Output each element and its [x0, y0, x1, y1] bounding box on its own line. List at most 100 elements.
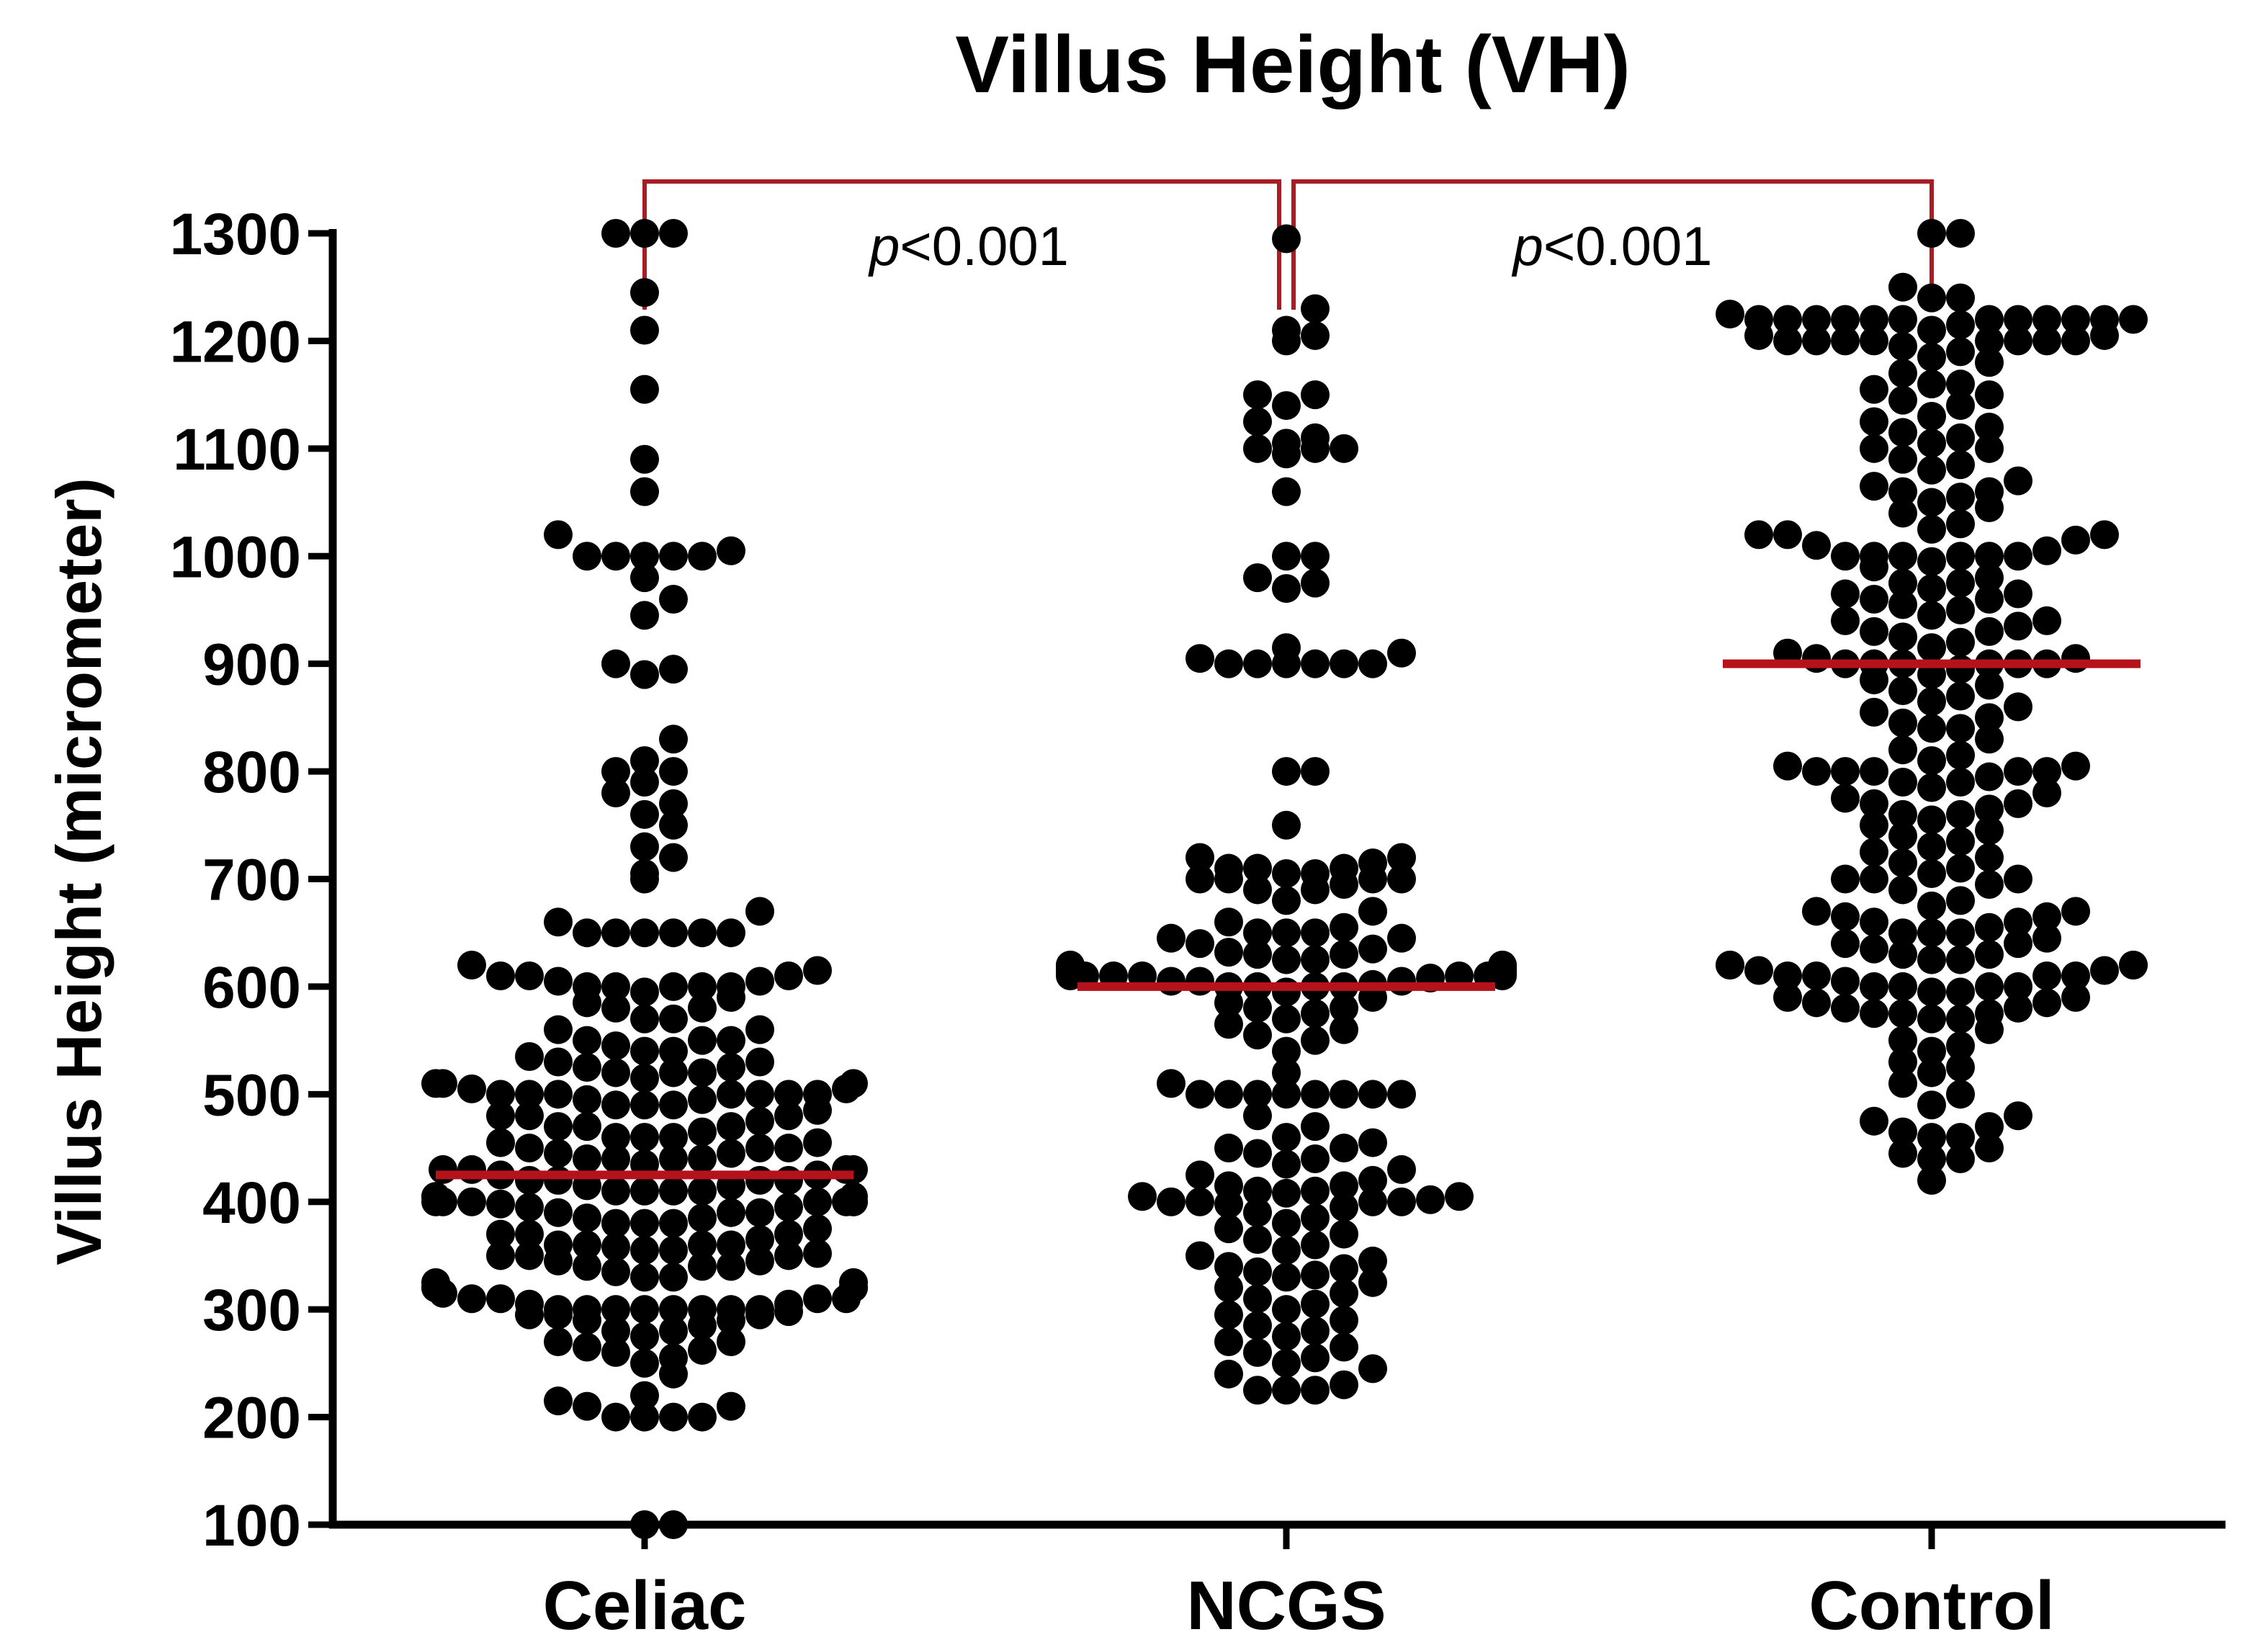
data-point-control [1860, 810, 1888, 840]
data-point-celiac [515, 1080, 544, 1109]
data-point-control [1917, 514, 1946, 544]
data-point-control [1888, 331, 1917, 361]
data-point-ncgs [1243, 1198, 1272, 1227]
data-point-celiac [659, 1343, 688, 1373]
data-point-control [2032, 778, 2061, 807]
data-point-celiac [421, 1182, 450, 1211]
data-point-ncgs [1243, 1311, 1272, 1340]
data-point-ncgs [1128, 1182, 1157, 1211]
data-point-control [1946, 918, 1975, 948]
data-point-control [1917, 945, 1946, 974]
y-tick-label: 400 [202, 1170, 301, 1236]
data-point-control [1946, 423, 1975, 452]
data-point-control [1917, 977, 1946, 1007]
data-point-celiac [630, 859, 659, 889]
data-point-ncgs [1272, 315, 1301, 345]
data-point-control [1888, 1026, 1917, 1055]
data-point-celiac [717, 1230, 745, 1260]
data-point-celiac [601, 1337, 630, 1367]
data-point-celiac [630, 1209, 659, 1238]
data-point-celiac [659, 542, 688, 571]
data-point-ncgs [1301, 1376, 1330, 1405]
data-point-control [1888, 676, 1917, 706]
data-point-ncgs [1243, 853, 1272, 883]
data-point-celiac [839, 1268, 868, 1297]
data-point-celiac [544, 1230, 573, 1260]
data-point-celiac [601, 219, 630, 248]
data-point-celiac [717, 1026, 745, 1055]
data-point-celiac [544, 967, 573, 996]
y-tick-label: 1200 [170, 309, 301, 375]
data-point-control [1946, 391, 1975, 421]
data-point-control [1744, 520, 1773, 550]
data-point-control [1860, 934, 1888, 964]
y-tick-label: 1000 [170, 524, 301, 590]
data-point-control [2004, 466, 2032, 496]
y-tick-label: 200 [202, 1386, 301, 1451]
data-point-control [1888, 999, 1917, 1028]
data-point-control [1946, 1031, 1975, 1061]
data-point-control [1946, 310, 1975, 340]
data-point-ncgs [1301, 1230, 1330, 1260]
data-point-celiac [573, 1203, 601, 1233]
data-point-control [1888, 768, 1917, 797]
data-point-control [1946, 283, 1975, 313]
data-point-control [1946, 977, 1975, 1007]
data-point-celiac [601, 1144, 630, 1173]
data-point-celiac [688, 918, 717, 948]
data-point-ncgs [1387, 638, 1416, 668]
data-point-ncgs [1272, 757, 1301, 786]
data-point-control [1975, 380, 2004, 410]
y-tick-label: 300 [202, 1278, 301, 1343]
data-point-control [1946, 1123, 1975, 1152]
data-point-ncgs [1330, 913, 1358, 942]
data-point-celiac [630, 1235, 659, 1265]
data-point-control [1917, 455, 1946, 485]
data-point-ncgs [1243, 918, 1272, 948]
data-point-control [1888, 799, 1917, 829]
data-point-ncgs [1416, 1185, 1445, 1214]
data-point-control [1946, 337, 1975, 367]
data-point-control [1802, 897, 1831, 926]
data-point-ncgs [1488, 951, 1517, 980]
data-point-control [1888, 1117, 1917, 1147]
data-point-celiac [774, 1219, 803, 1249]
data-point-control [2004, 757, 2032, 786]
data-point-control [1917, 1123, 1946, 1152]
data-point-ncgs [1301, 568, 1330, 598]
data-point-control [1917, 686, 1946, 716]
data-point-ncgs [1330, 1171, 1358, 1201]
data-point-celiac [659, 972, 688, 1001]
data-point-ncgs [1358, 1080, 1387, 1109]
data-point-celiac [717, 1112, 745, 1142]
data-point-control [2061, 961, 2090, 990]
data-point-control [1975, 999, 2004, 1028]
data-point-celiac [486, 1284, 515, 1314]
data-point-control [1917, 859, 1946, 889]
data-point-celiac [515, 1101, 544, 1131]
data-point-ncgs [1301, 999, 1330, 1028]
category-label-ncgs: NCGS [1186, 1567, 1386, 1644]
y-tick-label: 500 [202, 1062, 301, 1128]
data-point-ncgs [1387, 967, 1416, 996]
data-point-control [2032, 757, 2061, 786]
data-point-ncgs [1272, 1080, 1301, 1109]
data-point-ncgs [1330, 1370, 1358, 1399]
data-point-celiac [601, 1257, 630, 1286]
data-point-control [1975, 940, 2004, 969]
data-point-celiac [573, 1112, 601, 1142]
data-point-celiac [630, 1004, 659, 1034]
data-point-celiac [774, 1165, 803, 1195]
data-point-control [1975, 703, 2004, 732]
data-point-control [1888, 1069, 1917, 1098]
data-point-control [1860, 585, 1888, 614]
data-point-celiac [630, 1036, 659, 1066]
data-point-celiac [659, 1144, 688, 1173]
data-point-celiac [630, 832, 659, 861]
data-point-ncgs [1272, 1123, 1301, 1152]
data-point-celiac [659, 810, 688, 840]
data-point-celiac [573, 972, 601, 1001]
data-point-celiac [486, 1080, 515, 1109]
data-point-control [1917, 746, 1946, 776]
y-tick-label: 700 [202, 848, 301, 913]
